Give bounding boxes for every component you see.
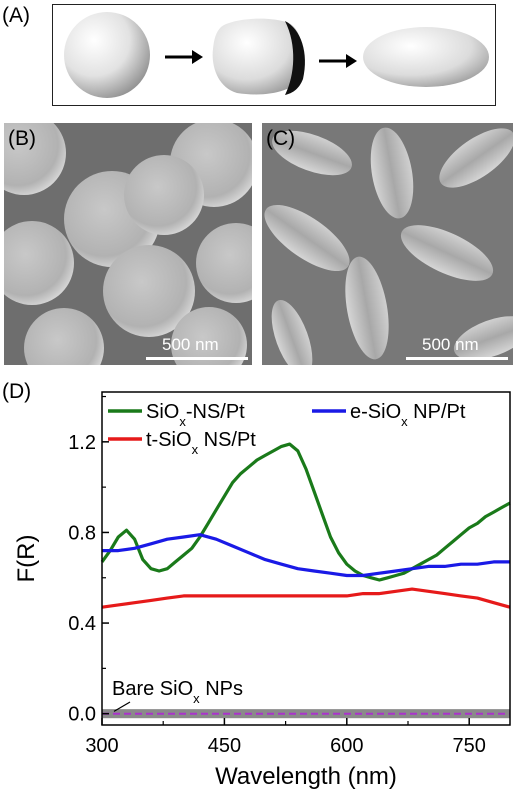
scale-bar-label-c: 500 nm: [422, 335, 479, 354]
panel-b-label: (B): [8, 127, 36, 150]
series-line-1: [100, 442, 511, 582]
x-tick-label: 300: [85, 735, 118, 757]
arrow-right-icon: [165, 50, 203, 64]
shape-schematic-frame: [52, 4, 496, 106]
scale-bar-b: [146, 357, 248, 360]
scale-bar-c: [406, 357, 508, 360]
reflectance-chart: 0.0 0.4 0.8 1.2 300 450 600 750 Wavelength (nm) F…: [13, 391, 511, 790]
series-line-2: [102, 533, 510, 578]
legend-label-3: t-SiOx NS/Pt: [146, 429, 256, 457]
scale-bar-label-b: 500 nm: [162, 335, 219, 354]
panel-d-label: (D): [2, 380, 32, 403]
ellipsoid-shape: [363, 27, 489, 87]
legend-label-1: SiOx-NS/Pt: [146, 401, 245, 429]
x-axis-label: Wavelength (nm): [215, 763, 397, 790]
legend-label-2: e-SiOx NP/Pt: [350, 401, 466, 429]
sphere-shape: [64, 12, 150, 98]
sem-image-ellipsoids: (C) 500 nm: [262, 123, 513, 365]
sem-spheres-picture: [4, 123, 252, 365]
y-tick-label: 0.8: [68, 522, 96, 544]
truncated-sphere-shape: [212, 18, 305, 95]
x-tick-label: 600: [330, 735, 363, 757]
shape-schematic: [64, 12, 489, 98]
annotation-pointer: [113, 701, 131, 712]
y-tick-label: 0.4: [68, 613, 96, 635]
series-line-3: [101, 587, 511, 609]
y-axis-label: F(R): [13, 535, 40, 583]
x-tick-label: 450: [208, 735, 241, 757]
sem-ellipsoids-picture: [262, 123, 513, 365]
panel-c-label: (C): [266, 127, 296, 150]
plot-frame: [101, 391, 511, 726]
y-tick-label: 1.2: [68, 432, 96, 454]
arrow-right-icon: [319, 54, 357, 68]
panel-a-label: (A): [2, 4, 30, 27]
bare-sio2-annotation: Bare SiOx NPs: [112, 678, 243, 706]
sem-image-spheres: (B) 500 nm: [4, 123, 252, 365]
x-tick-label: 750: [453, 735, 486, 757]
y-tick-label: 0.0: [68, 704, 96, 726]
